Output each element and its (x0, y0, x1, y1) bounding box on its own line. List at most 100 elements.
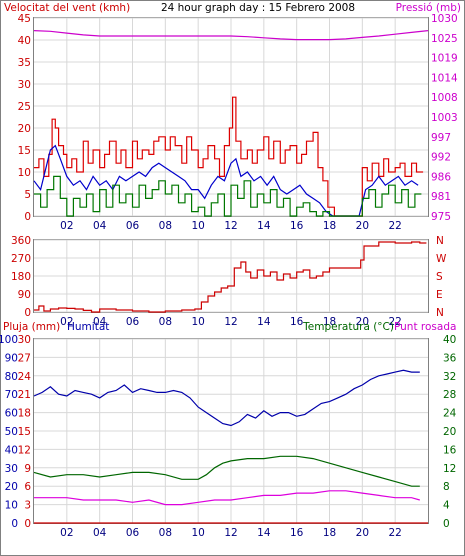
humidity-x-tick-labels: 02 04 06 08 10 12 14 16 18 20 22 (60, 527, 402, 539)
y-tick-label: 986 (431, 171, 451, 183)
dewpoint-axis-label: Punt rosada (394, 321, 456, 333)
y-tick-label: 15 (18, 426, 31, 438)
x-tick-label: 08 (159, 316, 172, 328)
y-tick-label: 45 (18, 13, 31, 25)
direction-grid (34, 239, 428, 313)
x-tick-label: 18 (323, 220, 336, 232)
min-series-line (34, 175, 422, 217)
y-tick-label: 12 (18, 444, 31, 456)
y-tick-label: 27 (18, 352, 31, 364)
y-tick-label: 1019 (431, 53, 458, 65)
y-tick-label: 70 (5, 389, 18, 401)
x-tick-label: 08 (159, 220, 172, 232)
x-tick-label: 02 (60, 316, 73, 328)
humidity-series-group (33, 369, 428, 524)
humidity-temperature-panel: Pluja (mm) Humitat Temperatura (°C) Punt… (0, 321, 457, 539)
direction-y-tick-labels: 0 90 180 270 360 (11, 235, 31, 319)
wind-series-group (33, 30, 429, 217)
y-tick-label: 35 (18, 57, 31, 69)
y-tick-label: 270 (11, 253, 31, 265)
y-tick-label: 10 (5, 500, 18, 512)
direction-series-group (34, 241, 427, 313)
y-tick-label: 0 (24, 211, 31, 223)
x-tick-label: 14 (257, 220, 271, 232)
y-tick-label: 36 (443, 352, 457, 364)
x-tick-label: 04 (93, 220, 107, 232)
y-tick-label: 28 (443, 389, 456, 401)
y-tick-label: 40 (443, 334, 456, 346)
y-tick-label: 20 (18, 123, 31, 135)
y-tick-label: 90 (18, 289, 31, 301)
compass-label: N (436, 235, 444, 247)
y-tick-label: 32 (443, 371, 456, 383)
x-tick-label: 10 (191, 316, 204, 328)
y-tick-label: 40 (5, 444, 18, 456)
y-tick-label: 15 (18, 145, 31, 157)
x-tick-label: 20 (356, 220, 369, 232)
y-tick-label: 1008 (431, 92, 458, 104)
x-tick-label: 22 (388, 527, 401, 539)
graph-title: 24 hour graph day : 15 Febrero 2008 (161, 2, 355, 14)
x-tick-label: 12 (224, 527, 237, 539)
y-tick-label: 30 (18, 79, 31, 91)
y-tick-label: 18 (18, 408, 31, 420)
x-tick-label: 12 (224, 220, 237, 232)
x-tick-label: 14 (257, 316, 271, 328)
wind-pressure-panel: Velocitat del vent (kmh) 24 hour graph d… (4, 2, 461, 232)
temperature-series-line (33, 455, 420, 487)
y-tick-label: 25 (18, 101, 31, 113)
y-tick-label: 0 (24, 307, 31, 319)
x-tick-label: 16 (290, 220, 304, 232)
y-tick-label: 9 (24, 463, 31, 475)
y-tick-label: 992 (431, 152, 451, 164)
y-tick-label: 100 (0, 334, 18, 346)
temperature-y-tick-labels: 0 4 8 12 16 20 24 28 32 36 40 (443, 334, 457, 530)
rain-axis-label: Pluja (mm) (3, 321, 60, 333)
wind-axis-label: Velocitat del vent (kmh) (4, 2, 130, 14)
y-tick-label: 20 (443, 426, 456, 438)
y-tick-label: 24 (443, 408, 457, 420)
x-tick-label: 02 (60, 527, 73, 539)
compass-label: E (436, 289, 443, 301)
x-tick-label: 16 (290, 527, 304, 539)
pressure-y-tick-labels: 975 981 986 992 997 1003 1008 1014 1019 1025 1030 (431, 13, 458, 223)
humidity-grid (34, 338, 428, 524)
y-tick-label: 3 (24, 500, 31, 512)
x-tick-label: 02 (60, 220, 73, 232)
y-tick-label: 21 (18, 389, 31, 401)
y-tick-label: 0 (11, 518, 18, 530)
y-tick-label: 30 (18, 334, 31, 346)
humidity-series-line (33, 369, 420, 427)
x-tick-label: 12 (224, 316, 237, 328)
wind-y-tick-labels: 0 5 10 15 20 25 30 35 40 45 (18, 13, 31, 223)
x-tick-label: 16 (290, 316, 304, 328)
y-tick-label: 5 (24, 189, 31, 201)
x-tick-label: 10 (191, 220, 204, 232)
wind-x-tick-labels: 02 04 06 08 10 12 14 16 18 20 22 (60, 220, 402, 232)
y-tick-label: 1014 (431, 72, 458, 84)
y-tick-label: 40 (18, 35, 31, 47)
y-tick-label: 30 (5, 463, 18, 475)
x-tick-label: 20 (356, 527, 369, 539)
y-tick-label: 90 (5, 352, 18, 364)
compass-label: S (436, 271, 443, 283)
y-tick-label: 180 (11, 271, 31, 283)
x-tick-label: 18 (323, 527, 336, 539)
x-tick-label: 10 (191, 527, 204, 539)
y-tick-label: 16 (443, 444, 457, 456)
y-tick-label: 0 (443, 518, 450, 530)
y-tick-label: 981 (431, 191, 451, 203)
y-tick-label: 20 (5, 481, 18, 493)
y-tick-label: 60 (5, 408, 18, 420)
x-tick-label: 14 (257, 527, 271, 539)
y-tick-label: 0 (24, 518, 31, 530)
x-tick-label: 06 (126, 220, 140, 232)
y-tick-label: 12 (443, 463, 456, 475)
y-tick-label: 360 (11, 235, 31, 247)
